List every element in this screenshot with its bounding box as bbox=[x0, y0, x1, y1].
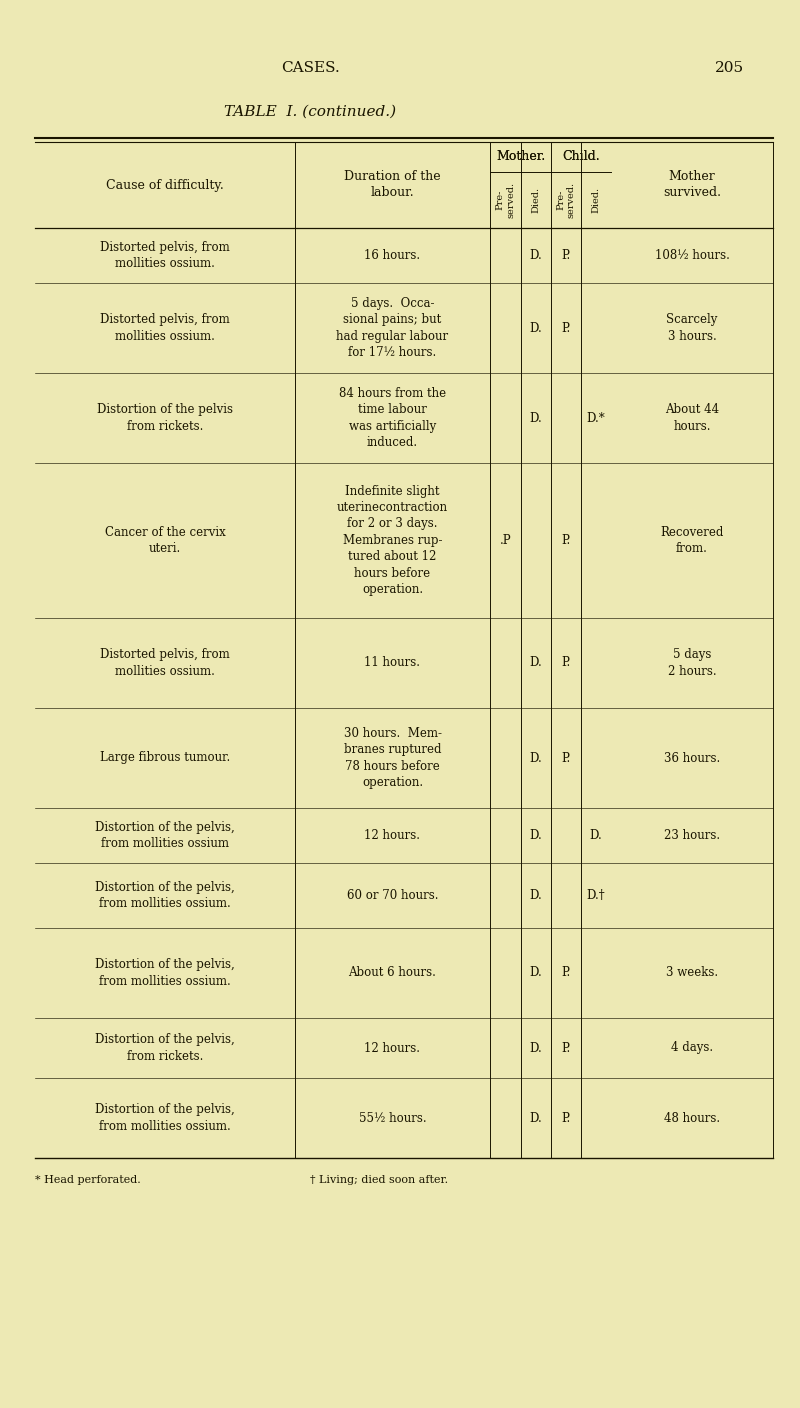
Text: P.: P. bbox=[562, 249, 570, 262]
Text: D.: D. bbox=[530, 1042, 542, 1055]
Text: 5 days.  Occa-
sional pains; but
had regular labour
for 17½ hours.: 5 days. Occa- sional pains; but had regu… bbox=[337, 297, 449, 359]
Text: Distortion of the pelvis
from rickets.: Distortion of the pelvis from rickets. bbox=[97, 403, 233, 432]
Text: Mother
survived.: Mother survived. bbox=[663, 170, 721, 200]
Text: .P: .P bbox=[500, 534, 511, 546]
Text: P.: P. bbox=[562, 752, 570, 765]
Text: Scarcely
3 hours.: Scarcely 3 hours. bbox=[666, 313, 718, 342]
Text: 60 or 70 hours.: 60 or 70 hours. bbox=[346, 888, 438, 903]
Text: 3 weeks.: 3 weeks. bbox=[666, 966, 718, 980]
Text: Distortion of the pelvis,
from mollities ossium: Distortion of the pelvis, from mollities… bbox=[95, 821, 235, 850]
Text: 5 days
2 hours.: 5 days 2 hours. bbox=[668, 648, 716, 677]
Text: D.: D. bbox=[530, 829, 542, 842]
Text: Died.: Died. bbox=[531, 187, 541, 213]
Text: D.: D. bbox=[530, 1111, 542, 1125]
Text: 48 hours.: 48 hours. bbox=[664, 1111, 720, 1125]
Text: Distortion of the pelvis,
from rickets.: Distortion of the pelvis, from rickets. bbox=[95, 1033, 235, 1063]
Text: P.: P. bbox=[562, 656, 570, 669]
Text: Duration of the
labour.: Duration of the labour. bbox=[344, 170, 441, 200]
Text: P.: P. bbox=[562, 1111, 570, 1125]
Text: 84 hours from the
time labour
was artificially
induced.: 84 hours from the time labour was artifi… bbox=[339, 387, 446, 449]
Text: Child.: Child. bbox=[562, 149, 600, 162]
Text: P.: P. bbox=[562, 966, 570, 980]
Text: Child.: Child. bbox=[562, 149, 600, 162]
Text: 36 hours.: 36 hours. bbox=[664, 752, 720, 765]
Text: † Living; died soon after.: † Living; died soon after. bbox=[310, 1176, 448, 1186]
Text: 12 hours.: 12 hours. bbox=[365, 1042, 421, 1055]
Text: Distortion of the pelvis,
from mollities ossium.: Distortion of the pelvis, from mollities… bbox=[95, 881, 235, 910]
Text: Recovered
from.: Recovered from. bbox=[660, 525, 724, 555]
Text: D.: D. bbox=[530, 249, 542, 262]
Text: D.: D. bbox=[530, 656, 542, 669]
Text: Mother.: Mother. bbox=[496, 149, 546, 162]
Text: CASES.: CASES. bbox=[281, 61, 339, 75]
Text: Distortion of the pelvis,
from mollities ossium.: Distortion of the pelvis, from mollities… bbox=[95, 1104, 235, 1133]
Text: * Head perforated.: * Head perforated. bbox=[35, 1176, 141, 1186]
Text: P.: P. bbox=[562, 534, 570, 546]
Text: Large fibrous tumour.: Large fibrous tumour. bbox=[100, 752, 230, 765]
Text: Died.: Died. bbox=[591, 187, 601, 213]
Text: P.: P. bbox=[562, 1042, 570, 1055]
Text: D.: D. bbox=[530, 321, 542, 335]
Text: 12 hours.: 12 hours. bbox=[365, 829, 421, 842]
Text: D.: D. bbox=[590, 829, 602, 842]
Text: D.: D. bbox=[530, 966, 542, 980]
Text: Distorted pelvis, from
mollities ossium.: Distorted pelvis, from mollities ossium. bbox=[100, 313, 230, 342]
Text: Cause of difficulty.: Cause of difficulty. bbox=[106, 179, 224, 191]
Text: D.†: D.† bbox=[586, 888, 606, 903]
Text: Pre-
served.: Pre- served. bbox=[496, 182, 515, 218]
Text: TABLE  I. (continued.): TABLE I. (continued.) bbox=[224, 106, 396, 120]
Text: Cancer of the cervix
uteri.: Cancer of the cervix uteri. bbox=[105, 525, 226, 555]
Text: Mother.: Mother. bbox=[496, 149, 545, 162]
Text: 108½ hours.: 108½ hours. bbox=[654, 249, 730, 262]
Text: Distorted pelvis, from
mollities ossium.: Distorted pelvis, from mollities ossium. bbox=[100, 648, 230, 677]
Text: 11 hours.: 11 hours. bbox=[365, 656, 421, 669]
Text: Pre-
served.: Pre- served. bbox=[556, 182, 576, 218]
Text: D.*: D.* bbox=[586, 411, 606, 424]
Text: 4 days.: 4 days. bbox=[671, 1042, 713, 1055]
Text: 205: 205 bbox=[715, 61, 745, 75]
Text: Indefinite slight
uterinecontraction
for 2 or 3 days.
Membranes rup-
tured about: Indefinite slight uterinecontraction for… bbox=[337, 484, 448, 597]
Text: D.: D. bbox=[530, 752, 542, 765]
Text: 30 hours.  Mem-
branes ruptured
78 hours before
operation.: 30 hours. Mem- branes ruptured 78 hours … bbox=[343, 727, 442, 790]
Text: Distorted pelvis, from
mollities ossium.: Distorted pelvis, from mollities ossium. bbox=[100, 241, 230, 270]
Text: Distortion of the pelvis,
from mollities ossium.: Distortion of the pelvis, from mollities… bbox=[95, 959, 235, 988]
Text: D.: D. bbox=[530, 411, 542, 424]
Text: 23 hours.: 23 hours. bbox=[664, 829, 720, 842]
Text: 55½ hours.: 55½ hours. bbox=[358, 1111, 426, 1125]
Text: About 44
hours.: About 44 hours. bbox=[665, 403, 719, 432]
Text: D.: D. bbox=[530, 888, 542, 903]
Text: About 6 hours.: About 6 hours. bbox=[349, 966, 437, 980]
Text: P.: P. bbox=[562, 321, 570, 335]
Text: 16 hours.: 16 hours. bbox=[365, 249, 421, 262]
